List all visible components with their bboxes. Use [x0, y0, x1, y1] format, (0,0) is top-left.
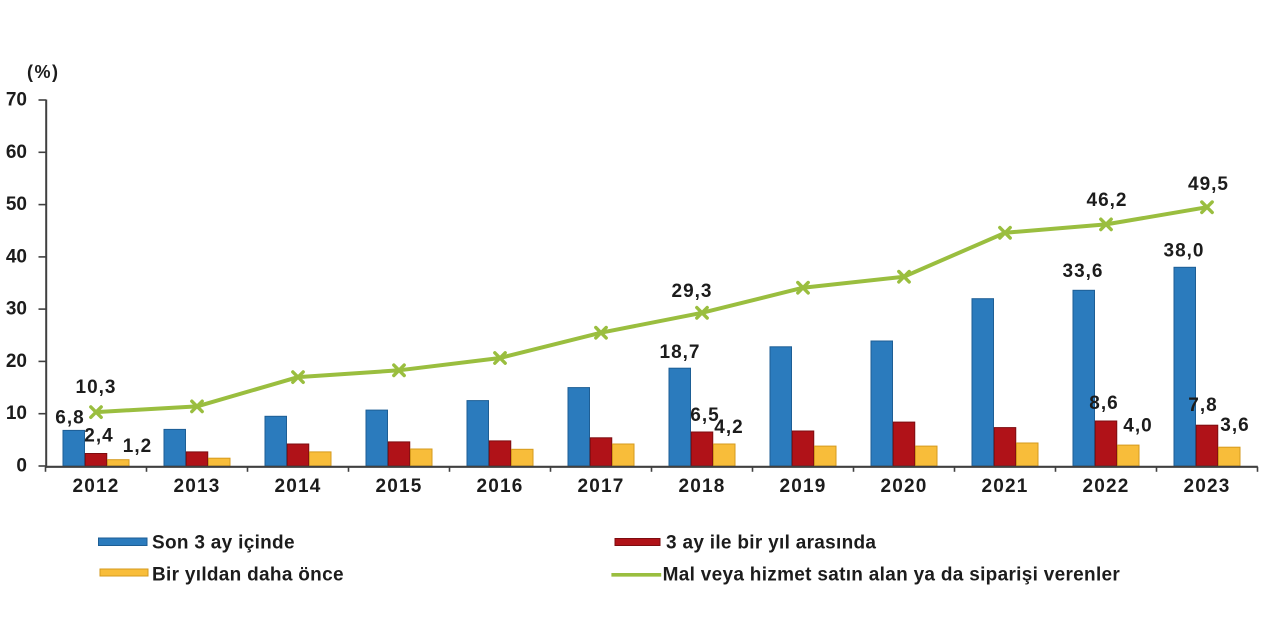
svg-text:Mal veya hizmet satın alan ya: Mal veya hizmet satın alan ya da sipariş… — [663, 564, 1121, 585]
svg-text:49,5: 49,5 — [1188, 174, 1229, 195]
svg-text:2023: 2023 — [1183, 476, 1230, 497]
svg-text:4,2: 4,2 — [714, 417, 743, 438]
svg-text:33,6: 33,6 — [1063, 261, 1104, 282]
svg-text:4,0: 4,0 — [1123, 416, 1152, 437]
svg-text:7,8: 7,8 — [1188, 395, 1217, 416]
svg-text:3 ay ile bir yıl arasında: 3 ay ile bir yıl arasında — [666, 533, 876, 554]
svg-text:6,8: 6,8 — [55, 408, 84, 429]
svg-text:2018: 2018 — [678, 476, 725, 497]
svg-text:0: 0 — [16, 456, 27, 477]
svg-text:2022: 2022 — [1082, 476, 1129, 497]
svg-text:60: 60 — [6, 142, 27, 163]
svg-text:2020: 2020 — [880, 476, 927, 497]
svg-text:2016: 2016 — [476, 476, 523, 497]
svg-text:6,5: 6,5 — [690, 405, 719, 426]
svg-text:3,6: 3,6 — [1220, 415, 1249, 436]
svg-text:2,4: 2,4 — [84, 426, 113, 447]
svg-text:2015: 2015 — [375, 476, 422, 497]
svg-text:38,0: 38,0 — [1164, 241, 1205, 262]
svg-text:46,2: 46,2 — [1087, 190, 1128, 211]
svg-text:2012: 2012 — [72, 476, 119, 497]
svg-text:18,7: 18,7 — [660, 342, 701, 363]
svg-text:29,3: 29,3 — [672, 281, 713, 302]
svg-text:2013: 2013 — [173, 476, 220, 497]
svg-text:8,6: 8,6 — [1089, 393, 1118, 414]
svg-text:30: 30 — [6, 299, 27, 320]
svg-text:2017: 2017 — [577, 476, 624, 497]
svg-text:Bir yıldan daha önce: Bir yıldan daha önce — [152, 564, 344, 585]
svg-text:70: 70 — [6, 90, 27, 111]
svg-text:2019: 2019 — [779, 476, 826, 497]
svg-text:10,3: 10,3 — [76, 377, 117, 398]
svg-text:Son 3 ay içinde: Son 3 ay içinde — [152, 533, 295, 554]
svg-text:50: 50 — [6, 194, 27, 215]
svg-text:2021: 2021 — [981, 476, 1028, 497]
svg-text:20: 20 — [6, 351, 27, 372]
svg-text:1,2: 1,2 — [123, 436, 152, 457]
svg-text:10: 10 — [6, 403, 27, 424]
svg-text:2014: 2014 — [274, 476, 321, 497]
svg-text:(%): (%) — [27, 62, 60, 82]
svg-text:40: 40 — [6, 246, 27, 267]
